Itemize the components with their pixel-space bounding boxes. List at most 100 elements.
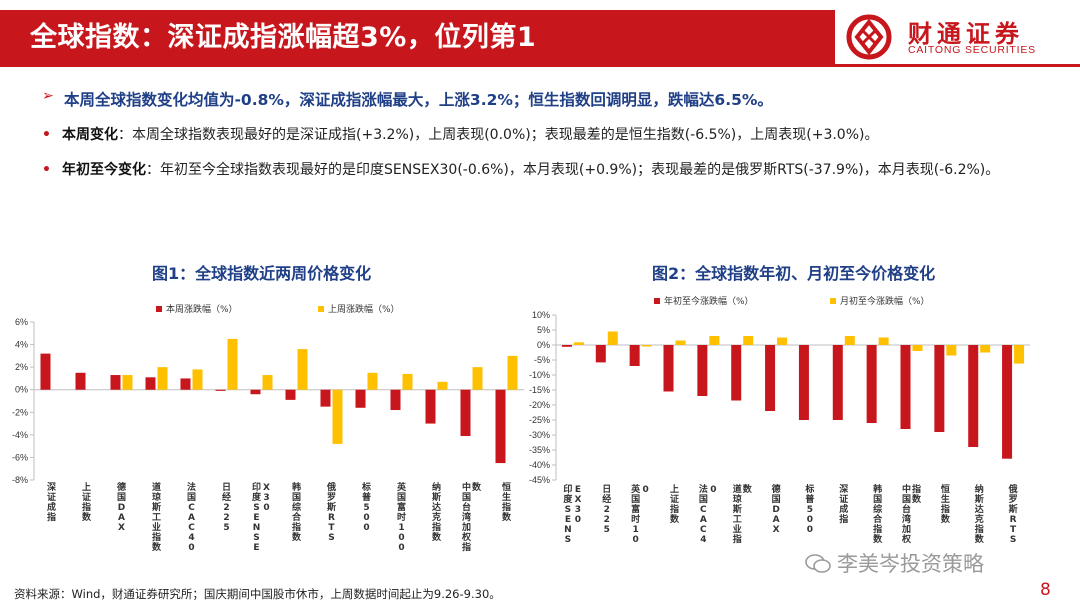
category-label: 纳斯达克指数 bbox=[432, 481, 442, 543]
bar bbox=[507, 355, 518, 390]
bar bbox=[765, 345, 776, 411]
bar bbox=[866, 345, 877, 423]
logo-text-cn: 财通证券 bbox=[908, 20, 1024, 48]
bar bbox=[192, 369, 203, 390]
y-tick-label: -4% bbox=[12, 430, 28, 440]
y-tick-label: -15% bbox=[529, 385, 550, 395]
category-label: 德国 D A X bbox=[117, 481, 126, 533]
bullet-ytd-change: • 年初至今变化：年初至今全球指数表现最好的是印度SENSEX30(-0.6%)… bbox=[42, 158, 1042, 210]
category-label: 深证成指 bbox=[47, 481, 56, 523]
page-title: 全球指数：深证成指涨幅超3%，位列第1 bbox=[30, 22, 537, 53]
bar bbox=[1002, 345, 1013, 459]
y-tick-label: 10% bbox=[532, 310, 550, 320]
bar bbox=[878, 337, 889, 345]
bar bbox=[40, 353, 51, 390]
bar bbox=[425, 389, 436, 424]
bar bbox=[641, 345, 652, 347]
bar bbox=[460, 389, 471, 436]
bar bbox=[110, 375, 121, 390]
category-label: 俄罗斯 R T S bbox=[1008, 483, 1018, 545]
y-tick-label: -40% bbox=[529, 460, 550, 470]
category-label: 韩国综合指数 bbox=[292, 481, 302, 543]
y-tick-label: -25% bbox=[529, 415, 550, 425]
bar bbox=[75, 372, 86, 390]
category-label: 深证成指 bbox=[839, 483, 848, 525]
category-label: 标普 5 0 0 bbox=[804, 483, 814, 535]
legend-label: 年初至今涨跌幅（%） bbox=[664, 295, 754, 307]
bar bbox=[629, 345, 640, 366]
category-label: 道琼斯工业指数 bbox=[152, 481, 162, 553]
bar bbox=[709, 336, 720, 345]
figure-2-title: 图2：全球指数年初、月初至今价格变化 bbox=[652, 264, 936, 283]
y-tick-label: 0% bbox=[537, 340, 550, 350]
category-label: 韩国综合指数 bbox=[873, 483, 883, 545]
bar bbox=[262, 375, 273, 390]
y-tick-label: 4% bbox=[15, 340, 28, 350]
y-tick-label: -2% bbox=[12, 407, 28, 417]
bar bbox=[697, 345, 708, 396]
y-tick-label: -20% bbox=[529, 400, 550, 410]
bar bbox=[980, 345, 991, 353]
legend-swatch bbox=[654, 298, 660, 304]
category-label: 上证指数 bbox=[670, 483, 680, 525]
bar bbox=[320, 389, 331, 407]
bar bbox=[1014, 345, 1025, 364]
headline-text: 本周全球指数变化均值为-0.8%，深证成指涨幅最大，上涨3.2%；恒生指数回调明… bbox=[64, 91, 773, 109]
y-tick-label: -5% bbox=[534, 355, 550, 365]
category-label: 中国台湾加权指数 bbox=[901, 483, 922, 545]
bullet-label: 本周变化 bbox=[62, 127, 118, 143]
bar bbox=[561, 345, 572, 347]
bar bbox=[934, 345, 945, 432]
legend-label: 上周涨跌幅（%） bbox=[328, 303, 400, 315]
legend-label: 月初至今涨跌幅（%） bbox=[840, 295, 930, 307]
bar bbox=[215, 389, 226, 391]
bar bbox=[145, 377, 156, 390]
bar bbox=[777, 337, 788, 345]
arrow-bullet-icon: ➢ bbox=[42, 88, 54, 104]
bar bbox=[367, 372, 378, 390]
bar bbox=[495, 389, 506, 464]
bullet-label: 年初至今变化 bbox=[62, 162, 146, 178]
y-tick-label: 2% bbox=[15, 362, 28, 372]
category-label: 恒生指数 bbox=[502, 481, 512, 523]
page-header: 全球指数：深证成指涨幅超3%，位列第1 财通证券 CAITONG SECURIT… bbox=[0, 0, 1080, 67]
category-label: 日经 2 2 5 bbox=[222, 482, 231, 533]
bar bbox=[731, 345, 742, 401]
bar bbox=[122, 375, 133, 390]
wechat-icon bbox=[805, 554, 831, 573]
logo-emblem-icon bbox=[846, 14, 892, 60]
bar bbox=[743, 336, 754, 345]
legend-swatch bbox=[156, 306, 162, 312]
wechat-watermark: 李美岑投资策略 bbox=[805, 548, 984, 578]
chart-ytd-change: -45% -40% -35% -30% -25% -20% -15% -10% -5% 0% 5% 1… bbox=[529, 295, 1030, 545]
bar bbox=[332, 389, 343, 444]
page-number: 8 bbox=[1040, 580, 1051, 600]
y-tick-label: 5% bbox=[537, 325, 550, 335]
chart-weekly-change: -8% -6% -4% -2% 0% 2% 4% 6% 本周涨跌幅（%） 上周涨跌幅（%） 深证成指… bbox=[12, 303, 524, 553]
bullet-text: ：本周全球指数表现最好的是深证成指(+3.2%)，上周表现(0.0%)；表现最差… bbox=[118, 127, 879, 143]
bar bbox=[900, 345, 911, 429]
bar bbox=[180, 378, 191, 390]
bar bbox=[607, 331, 618, 345]
category-label: 德国 D A X bbox=[772, 483, 781, 535]
y-tick-label: -45% bbox=[529, 475, 550, 485]
bar bbox=[402, 373, 413, 390]
bar bbox=[250, 389, 261, 395]
legend-swatch bbox=[318, 306, 324, 312]
bar bbox=[227, 338, 238, 390]
y-tick-label: 0% bbox=[15, 385, 28, 395]
logo-text-en: CAITONG SECURITIES bbox=[908, 44, 1036, 56]
company-logo: 财通证券 CAITONG SECURITIES bbox=[846, 12, 1066, 60]
legend-label: 本周涨跌幅（%） bbox=[166, 303, 238, 315]
bar bbox=[472, 367, 483, 390]
category-label: 中国台湾加权指数 bbox=[461, 481, 482, 553]
category-label: 道琼斯工业指数 bbox=[733, 483, 753, 545]
header-divider bbox=[0, 64, 1080, 67]
bar bbox=[832, 345, 843, 420]
category-label: 上证指数 bbox=[82, 481, 92, 523]
